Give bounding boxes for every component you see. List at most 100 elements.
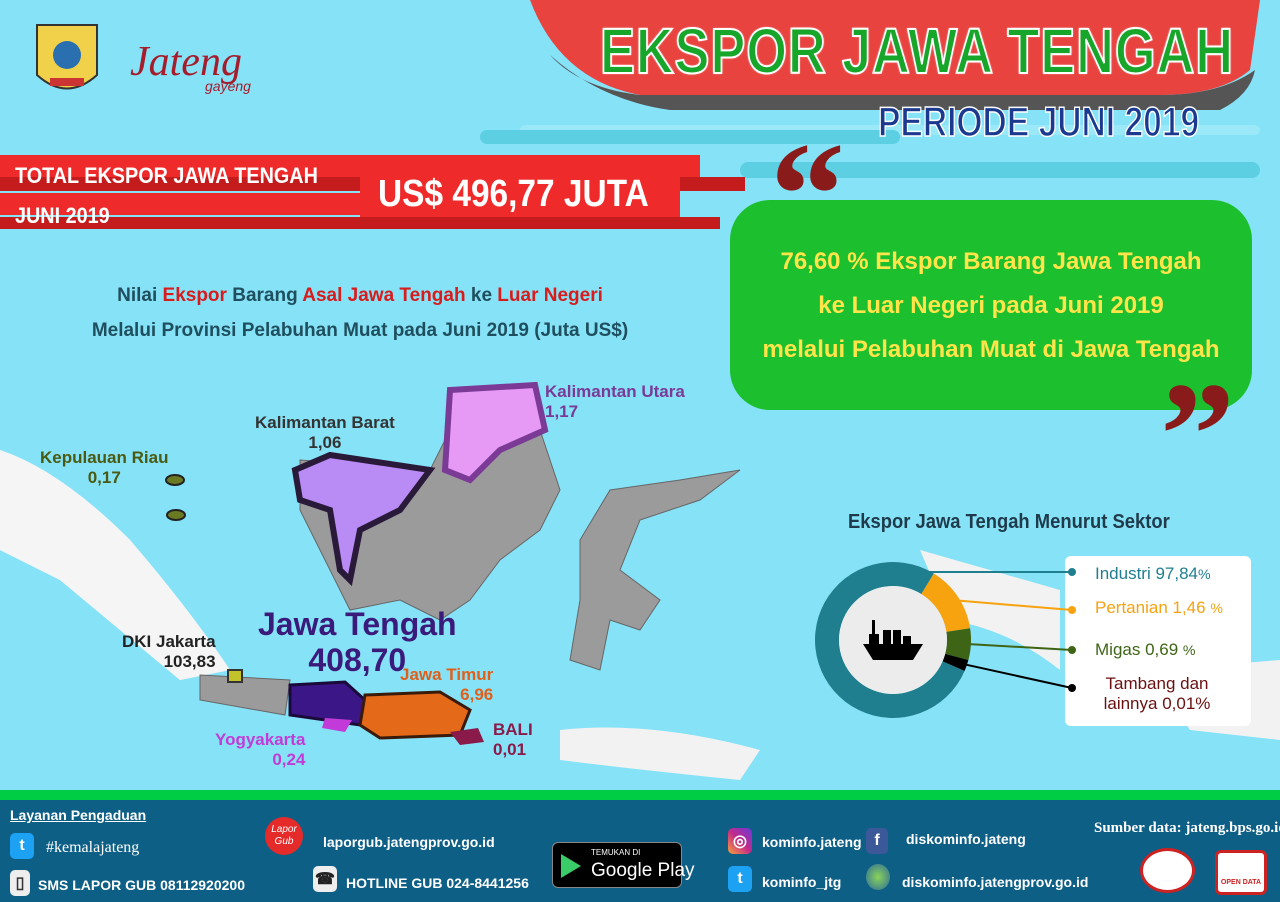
close-quote-icon: ” bbox=[1160, 352, 1235, 518]
region-name: Kalimantan Utara bbox=[545, 382, 685, 401]
kepulauan-riau bbox=[166, 509, 186, 521]
instagram-link[interactable]: kominfo.jateng bbox=[762, 834, 862, 850]
quote-line: ke Luar Negeri pada Juni 2019 bbox=[818, 292, 1164, 319]
legend-text: Pertanian 1,46 bbox=[1095, 598, 1206, 617]
region-name: Kalimantan Barat bbox=[255, 413, 395, 432]
leader-dot-migas bbox=[1068, 646, 1076, 654]
sector-chart-title: Ekspor Jawa Tengah Menurut Sektor bbox=[848, 511, 1170, 533]
twitter-icon: t bbox=[10, 833, 34, 859]
quote-line: melalui Pelabuhan Muat di Jawa Tengah bbox=[762, 336, 1220, 363]
region-value: 408,70 bbox=[308, 642, 407, 678]
map-title-line2: Melalui Provinsi Pelabuhan Muat pada Jun… bbox=[91, 320, 629, 341]
text: Nilai bbox=[117, 285, 163, 306]
phone-icon: ▯ bbox=[10, 870, 30, 896]
hotline-text: HOTLINE GUB 024-8441256 bbox=[346, 875, 529, 891]
instagram-icon: ◎ bbox=[728, 828, 752, 854]
kepulauan-riau bbox=[165, 474, 185, 486]
label-kepulauan-riau: Kepulauan Riau 0,17 bbox=[40, 448, 168, 488]
phone-handset-icon: ☎ bbox=[313, 866, 337, 892]
donut-slice-migas bbox=[945, 628, 971, 660]
website-link[interactable]: diskominfo.jatengprov.go.id bbox=[902, 874, 1089, 890]
label-dki-jakarta: DKI Jakarta 103,83 bbox=[122, 632, 216, 672]
text: Barang bbox=[226, 285, 303, 306]
region-value: 1,06 bbox=[308, 433, 342, 452]
leader-dot-industri bbox=[1068, 568, 1076, 576]
sumatra-outline bbox=[0, 450, 230, 680]
label-kalimantan-utara: Kalimantan Utara 1,17 bbox=[545, 382, 685, 422]
globe-icon bbox=[866, 864, 890, 890]
facebook-link[interactable]: diskominfo.jateng bbox=[906, 831, 1026, 847]
donut-slice-industri bbox=[815, 562, 965, 718]
legend-text: Industri 97,84 bbox=[1095, 564, 1199, 583]
text: Luar Negeri bbox=[497, 285, 603, 306]
region-name: BALI bbox=[493, 720, 533, 739]
total-label-line2: JUNI 2019 bbox=[15, 203, 110, 228]
quote-line: 76,60 % Ekspor Barang Jawa Tengah bbox=[780, 248, 1202, 275]
legend-migas: Migas 0,69 % bbox=[1095, 640, 1196, 660]
play-small-text: TEMUKAN DI bbox=[591, 848, 641, 857]
yogyakarta bbox=[322, 718, 352, 732]
lapor-url-link[interactable]: laporgub.jatengprov.go.id bbox=[323, 834, 495, 850]
play-big-text: Google Play bbox=[591, 860, 695, 881]
region-value: 6,96 bbox=[460, 685, 494, 704]
total-value: US$ 496,77 JUTA bbox=[378, 173, 649, 215]
facebook-icon: f bbox=[866, 828, 888, 854]
label-yogyakarta: Yogyakarta 0,24 bbox=[215, 730, 305, 770]
leader-line-tambang bbox=[960, 662, 1073, 689]
coat-of-arms-logo bbox=[36, 24, 98, 90]
sulawesi bbox=[569, 469, 741, 671]
region-value: 0,17 bbox=[87, 468, 121, 487]
page-title: EKSPOR JAWA TENGAH bbox=[599, 14, 1234, 88]
label-jawa-tengah: Jawa Tengah 408,70 bbox=[258, 606, 457, 678]
twitter-link-2[interactable]: kominfo_jtg bbox=[762, 874, 842, 890]
label-jawa-timur: Jawa Timur 6,96 bbox=[400, 665, 493, 705]
footer: Layanan Pengaduan t #kemalajateng ▯ SMS … bbox=[0, 800, 1280, 902]
sms-text: SMS LAPOR GUB 08112920200 bbox=[38, 877, 245, 893]
text: Ekspor bbox=[162, 285, 227, 306]
background-stripes bbox=[480, 130, 1260, 178]
jateng-logo: Jateng bbox=[130, 39, 242, 85]
region-value: 0,01 bbox=[493, 740, 527, 759]
legend-pertanian: Pertanian 1,46 % bbox=[1095, 598, 1223, 618]
donut-slice-pertanian bbox=[921, 573, 971, 632]
region-name: Jawa Tengah bbox=[258, 606, 457, 642]
lapor-gub-logo: Lapor Gub bbox=[265, 817, 303, 855]
twitter-link[interactable]: #kemalajateng bbox=[46, 839, 140, 856]
leader-dot-pertanian bbox=[1068, 606, 1076, 614]
region-name: Jawa Timur bbox=[400, 665, 494, 684]
leader-line-migas bbox=[964, 642, 1073, 651]
cargo-ship-icon bbox=[863, 620, 923, 660]
total-label-line1: TOTAL EKSPOR JAWA TENGAH bbox=[15, 163, 318, 188]
footer-heading: Layanan Pengaduan bbox=[10, 807, 147, 823]
quote-box: 76,60 % Ekspor Barang Jawa Tengah ke Lua… bbox=[730, 200, 1252, 410]
unit: % bbox=[1198, 567, 1211, 583]
sector-donut-chart bbox=[815, 562, 1076, 718]
region-name: Yogyakarta bbox=[215, 730, 306, 749]
open-data-logo: OPEN DATA bbox=[1215, 850, 1267, 895]
dki-jakarta bbox=[227, 669, 243, 683]
region-value: 1,17 bbox=[545, 402, 579, 421]
text: Asal Jawa Tengah bbox=[302, 285, 466, 306]
text: ke bbox=[465, 285, 498, 306]
google-play-badge[interactable]: TEMUKAN DI Google Play bbox=[552, 842, 695, 888]
unit: % bbox=[1182, 643, 1196, 659]
label-bali: BALI 0,01 bbox=[493, 720, 533, 760]
region-name: Kepulauan Riau bbox=[40, 448, 169, 467]
sector-legend: Industri 97,84% Pertanian 1,46 % Migas 0… bbox=[1065, 556, 1251, 726]
kalimantan-utara bbox=[441, 381, 549, 484]
map-title-line1: Nilai Ekspor Barang Asal Jawa Tengah ke … bbox=[0, 285, 720, 307]
donut-slice-tambang bbox=[942, 653, 969, 671]
source-text: Sumber data: jateng.bps.go.id bbox=[1094, 820, 1280, 836]
region-value: 0,24 bbox=[272, 750, 306, 769]
page-period: PERIODE JUNI 2019 bbox=[877, 97, 1200, 146]
kalimantan-barat bbox=[291, 451, 436, 587]
twitter-icon: t bbox=[728, 866, 752, 892]
legend-industri: Industri 97,84% bbox=[1095, 564, 1211, 584]
footer-divider bbox=[0, 790, 1280, 800]
unit: % bbox=[1210, 601, 1223, 617]
java-west bbox=[199, 674, 291, 716]
jateng-stim-logo bbox=[1140, 848, 1195, 893]
leader-dot-tambang bbox=[1068, 684, 1076, 692]
region-value: 103,83 bbox=[163, 652, 216, 671]
jateng-logo-sub: gayeng bbox=[205, 78, 251, 94]
